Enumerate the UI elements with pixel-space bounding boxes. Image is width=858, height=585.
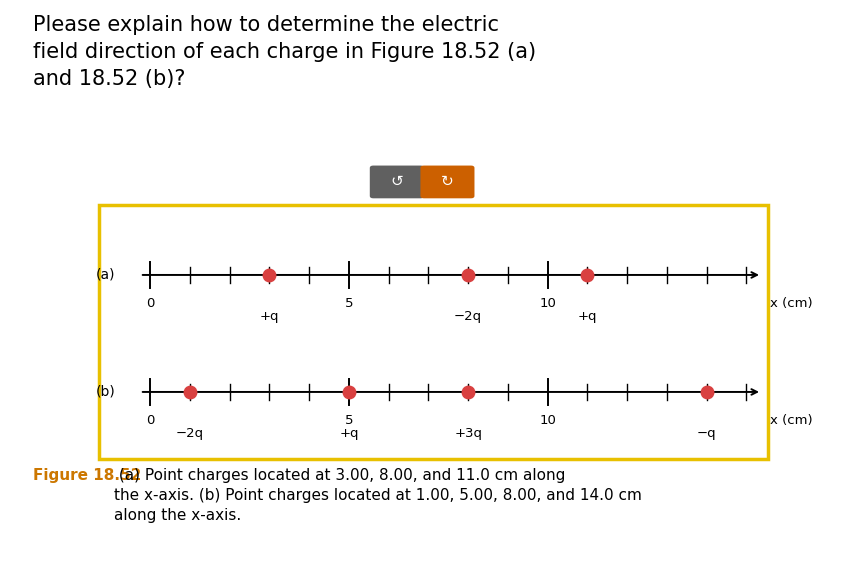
Text: 0: 0 — [146, 414, 154, 427]
Text: Figure 18.52: Figure 18.52 — [33, 468, 141, 483]
FancyBboxPatch shape — [99, 205, 768, 459]
Text: Please explain how to determine the electric
field direction of each charge in F: Please explain how to determine the elec… — [33, 15, 535, 89]
Text: +q: +q — [260, 310, 279, 323]
Text: ↻: ↻ — [441, 174, 454, 190]
Text: x (cm): x (cm) — [770, 414, 813, 427]
Text: +q: +q — [577, 310, 597, 323]
Text: 10: 10 — [539, 414, 556, 427]
Text: −q: −q — [697, 427, 716, 440]
Text: +q: +q — [339, 427, 359, 440]
Text: −2q: −2q — [454, 310, 482, 323]
Text: −2q: −2q — [176, 427, 204, 440]
Text: (b): (b) — [95, 385, 116, 399]
Text: x (cm): x (cm) — [770, 297, 813, 310]
Text: 10: 10 — [539, 297, 556, 310]
FancyBboxPatch shape — [420, 166, 474, 198]
Text: 0: 0 — [146, 297, 154, 310]
Text: 5: 5 — [345, 414, 353, 427]
Text: ↺: ↺ — [390, 174, 403, 190]
Text: +3q: +3q — [454, 427, 482, 440]
Text: 5: 5 — [345, 297, 353, 310]
Text: (a) Point charges located at 3.00, 8.00, and 11.0 cm along
the x-axis. (b) Point: (a) Point charges located at 3.00, 8.00,… — [114, 468, 642, 522]
FancyBboxPatch shape — [370, 166, 424, 198]
Text: (a): (a) — [96, 268, 115, 282]
